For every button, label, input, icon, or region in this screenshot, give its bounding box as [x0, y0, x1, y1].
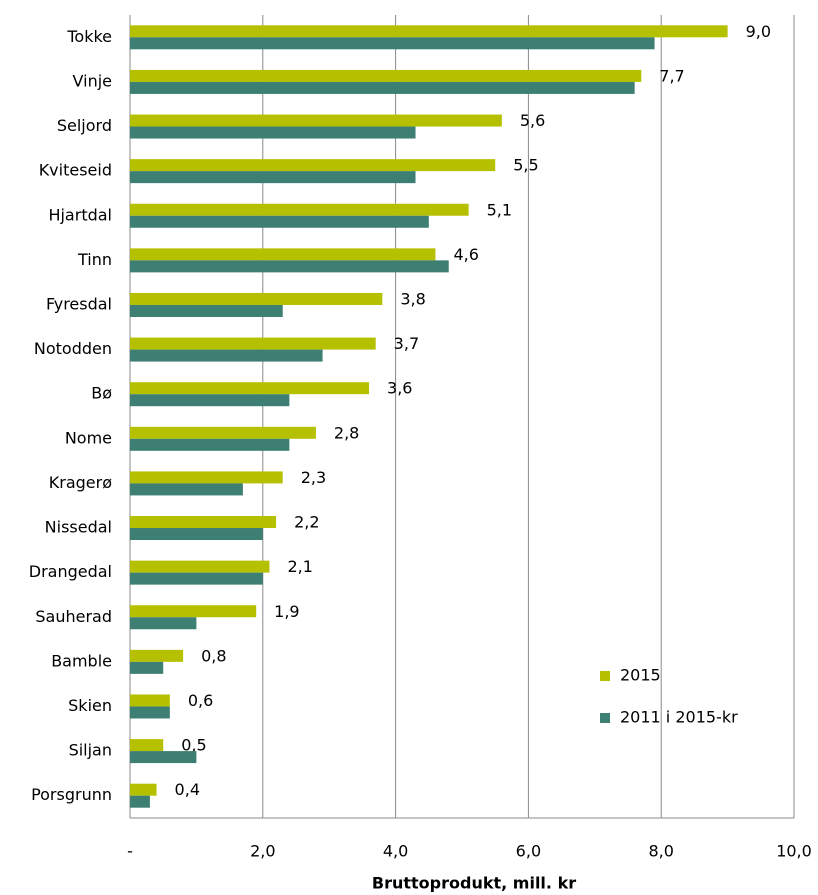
bar [130, 304, 283, 317]
bar [130, 337, 376, 350]
y-tick-label: Hjartdal [48, 205, 112, 224]
value-label: 0,4 [175, 780, 200, 799]
value-label: 7,7 [659, 66, 684, 85]
legend-swatch [600, 671, 610, 681]
bar [130, 203, 469, 216]
value-label: 0,8 [201, 646, 226, 665]
value-label: 5,5 [513, 156, 538, 175]
bar [130, 572, 263, 585]
bar [130, 248, 436, 261]
x-tick-label: - [127, 842, 133, 861]
bar [130, 739, 164, 752]
y-tick-label: Nome [65, 428, 112, 447]
value-label: 5,1 [487, 200, 512, 219]
y-tick-label: Fyresdal [46, 294, 112, 313]
bar [130, 382, 370, 395]
y-tick-label: Bamble [51, 651, 112, 670]
y-tick-label: Bø [91, 384, 112, 403]
x-tick-label: 6,0 [516, 842, 541, 861]
bar [130, 37, 655, 50]
y-tick-label: Tinn [77, 250, 112, 269]
y-tick-label: Sauherad [35, 607, 112, 626]
value-label: 3,6 [387, 379, 412, 398]
legend-label: 2011 i 2015-kr [620, 708, 738, 727]
value-label: 5,6 [520, 111, 545, 130]
bar [130, 171, 416, 184]
y-tick-label: Kragerø [49, 473, 112, 492]
value-label: 1,9 [274, 602, 299, 621]
y-tick-label: Skien [68, 696, 112, 715]
bar [130, 215, 429, 228]
bar [130, 349, 323, 362]
bar [130, 783, 157, 796]
value-label: 2,1 [287, 557, 312, 576]
bar [130, 394, 290, 407]
x-axis-label: Bruttoprodukt, mill. kr [372, 874, 576, 893]
bar [130, 516, 277, 529]
y-tick-label: Nissedal [45, 518, 112, 537]
bar [130, 81, 635, 94]
bar [130, 528, 263, 541]
y-tick-label: Drangedal [29, 562, 112, 581]
x-tick-label: 8,0 [648, 842, 673, 861]
value-label: 0,6 [188, 691, 213, 710]
value-label: 9,0 [746, 22, 771, 41]
legend-swatch [600, 713, 610, 723]
y-tick-label: Siljan [69, 741, 112, 760]
x-tick-label: 4,0 [383, 842, 408, 861]
bar [130, 69, 642, 82]
value-label: 2,8 [334, 423, 359, 442]
value-label: 2,2 [294, 513, 319, 532]
bar [130, 560, 270, 573]
value-label: 2,3 [301, 468, 326, 487]
bar [130, 471, 283, 484]
y-tick-label: Notodden [34, 339, 112, 358]
bar [130, 706, 170, 719]
bar [130, 426, 316, 439]
bar [130, 694, 170, 707]
bar [130, 126, 416, 139]
bar [130, 661, 164, 674]
value-label: 4,6 [453, 245, 478, 264]
value-label: 0,5 [181, 736, 206, 755]
bar [130, 159, 496, 172]
bar [130, 260, 449, 273]
bar [130, 649, 184, 662]
bar [130, 795, 150, 808]
x-tick-label: 2,0 [250, 842, 275, 861]
y-tick-label: Vinje [73, 71, 112, 90]
bar [130, 114, 502, 127]
bar [130, 751, 197, 764]
value-label: 3,7 [394, 334, 419, 353]
bar [130, 438, 290, 451]
bar [130, 292, 383, 305]
bar [130, 617, 197, 630]
value-label: 3,8 [400, 289, 425, 308]
y-tick-label: Seljord [57, 116, 112, 135]
y-tick-label: Kviteseid [39, 161, 112, 180]
x-tick-label: 10,0 [776, 842, 812, 861]
y-tick-label: Tokke [66, 27, 112, 46]
y-tick-label: Porsgrunn [31, 785, 112, 804]
bar [130, 605, 257, 618]
legend-label: 2015 [620, 666, 661, 685]
bar [130, 25, 728, 38]
bar [130, 483, 243, 496]
